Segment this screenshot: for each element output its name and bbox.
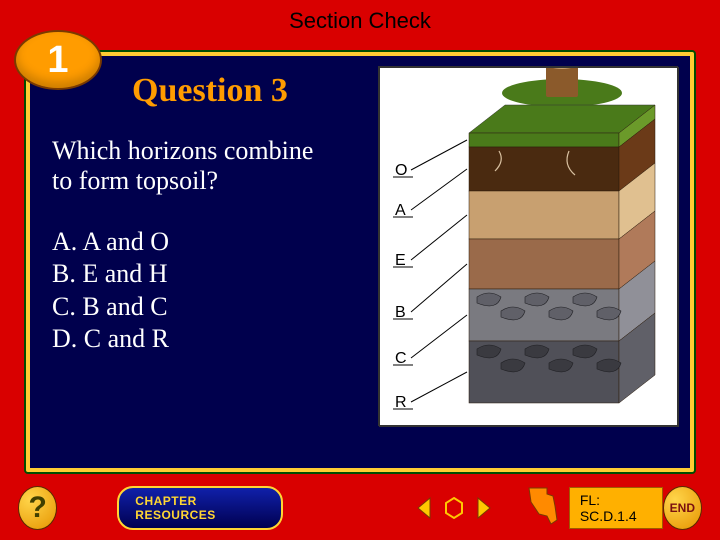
svg-text:R: R xyxy=(395,394,407,411)
question-text: Which horizons combine to form topsoil? xyxy=(52,136,332,196)
footer-bar: ? CHAPTER RESOURCES FL: SC.D.1.4 END xyxy=(0,476,720,540)
help-button[interactable]: ? xyxy=(18,486,57,530)
section-header: Section Check xyxy=(0,0,720,40)
chapter-resources-button[interactable]: CHAPTER RESOURCES xyxy=(117,486,283,530)
svg-text:C: C xyxy=(395,350,407,367)
end-label: END xyxy=(670,501,695,515)
section-number-badge: 1 xyxy=(14,30,102,90)
svg-text:A: A xyxy=(395,202,406,219)
soil-horizons-diagram: O A E B C R xyxy=(378,66,678,426)
svg-text:E: E xyxy=(395,252,406,269)
chapter-resources-label: CHAPTER RESOURCES xyxy=(135,494,216,522)
hexagon-icon xyxy=(444,496,464,520)
standard-badge: FL: SC.D.1.4 xyxy=(569,487,663,529)
standard-label: FL: SC.D.1.4 xyxy=(580,492,637,524)
next-button[interactable] xyxy=(473,494,495,522)
soil-svg: O A E B C R xyxy=(379,67,679,427)
triangle-left-icon xyxy=(414,496,434,520)
nav-arrows xyxy=(413,494,495,522)
svg-text:B: B xyxy=(395,304,406,321)
florida-icon xyxy=(525,484,561,533)
question-mark-icon: ? xyxy=(28,491,46,525)
triangle-right-icon xyxy=(474,496,494,520)
end-button[interactable]: END xyxy=(663,486,702,530)
content-panel: Question 3 Which horizons combine to for… xyxy=(26,52,694,472)
prev-button[interactable] xyxy=(413,494,435,522)
svg-text:O: O xyxy=(395,162,407,179)
section-title: Section Check xyxy=(289,8,431,33)
menu-button[interactable] xyxy=(443,494,465,522)
section-number: 1 xyxy=(47,39,68,82)
